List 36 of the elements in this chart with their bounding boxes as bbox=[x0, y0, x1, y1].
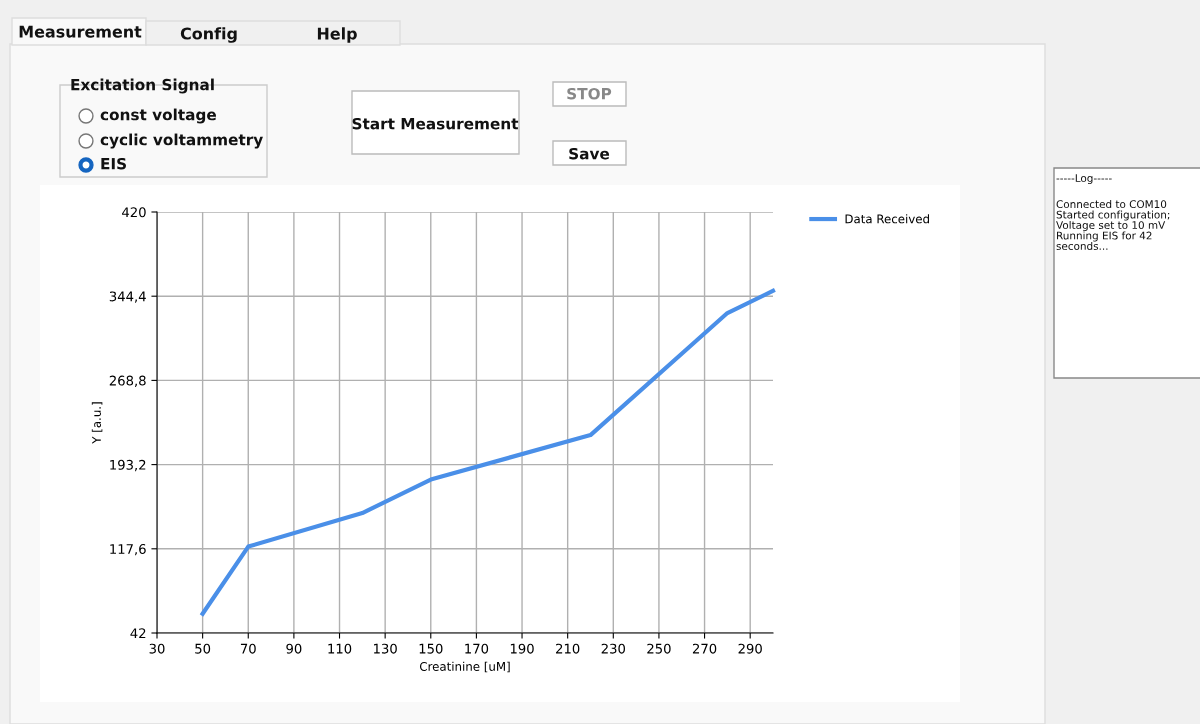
x-tick-label: 250 bbox=[647, 643, 671, 654]
line-series bbox=[200, 288, 776, 616]
text: Excitation Signal bbox=[71, 78, 214, 94]
text: STOP bbox=[567, 87, 612, 100]
x-tick-label: 230 bbox=[601, 643, 626, 654]
x-tick-label: 30 bbox=[149, 643, 165, 654]
x-tick-label: 270 bbox=[692, 643, 717, 654]
text: Save bbox=[569, 147, 610, 160]
x-tick-label: 150 bbox=[419, 643, 443, 654]
x-tick-label: 110 bbox=[328, 643, 352, 654]
x-tick-label: 190 bbox=[510, 643, 534, 654]
text: cyclic voltammetry bbox=[100, 133, 263, 149]
text: Config bbox=[180, 27, 237, 43]
y-tick-label: 42 bbox=[130, 628, 146, 639]
text: Connected to COM10 Started configuration; Voltage set to 10 mV Running EIS for 42 seconds... bbox=[1056, 200, 1170, 250]
text: Measurement bbox=[19, 25, 142, 38]
y-axis-title: Y [a.u.] bbox=[91, 402, 103, 444]
text: Help bbox=[317, 27, 357, 43]
y-tick-label: 420 bbox=[122, 207, 146, 218]
text: EIS bbox=[101, 157, 127, 170]
x-tick-label: 130 bbox=[374, 643, 397, 654]
legend-label: Data Received bbox=[845, 214, 929, 224]
y-tick-label: 268,8 bbox=[109, 375, 146, 387]
y-tick-label: 344,4 bbox=[109, 291, 146, 303]
x-tick-label: 90 bbox=[286, 643, 302, 654]
y-tick-label: 117,6 bbox=[110, 544, 146, 556]
text: Start Measurement bbox=[352, 117, 519, 130]
text: -----Log----- bbox=[1056, 174, 1112, 185]
x-tick-label: 70 bbox=[240, 643, 256, 654]
x-tick-label: 210 bbox=[556, 643, 580, 654]
text: const voltage bbox=[100, 108, 217, 124]
y-tick-label: 193,2 bbox=[110, 459, 146, 472]
x-tick-label: 50 bbox=[195, 643, 211, 654]
x-tick-label: 170 bbox=[465, 643, 489, 654]
x-tick-label: 290 bbox=[738, 643, 762, 654]
x-axis-title: Creatinine [uM] bbox=[419, 661, 510, 673]
